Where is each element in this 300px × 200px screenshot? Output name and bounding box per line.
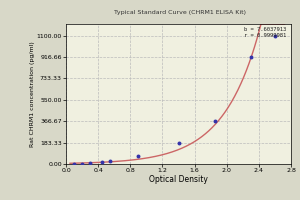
Text: b = 7.6037913
r = 0.9999981: b = 7.6037913 r = 0.9999981 <box>244 27 286 38</box>
Point <box>212 120 217 123</box>
X-axis label: Optical Density: Optical Density <box>149 175 208 184</box>
Point <box>272 34 277 37</box>
Point <box>100 160 105 163</box>
Point <box>72 162 76 166</box>
Point <box>248 55 253 59</box>
Point <box>108 159 112 162</box>
Point <box>176 141 181 144</box>
Point <box>80 162 85 165</box>
Text: Typical Standard Curve (CHRM1 ELISA Kit): Typical Standard Curve (CHRM1 ELISA Kit) <box>114 10 246 15</box>
Y-axis label: Rat CHRM1 concentration (pg/ml): Rat CHRM1 concentration (pg/ml) <box>30 41 35 147</box>
Point <box>88 161 92 165</box>
Point <box>136 155 141 158</box>
